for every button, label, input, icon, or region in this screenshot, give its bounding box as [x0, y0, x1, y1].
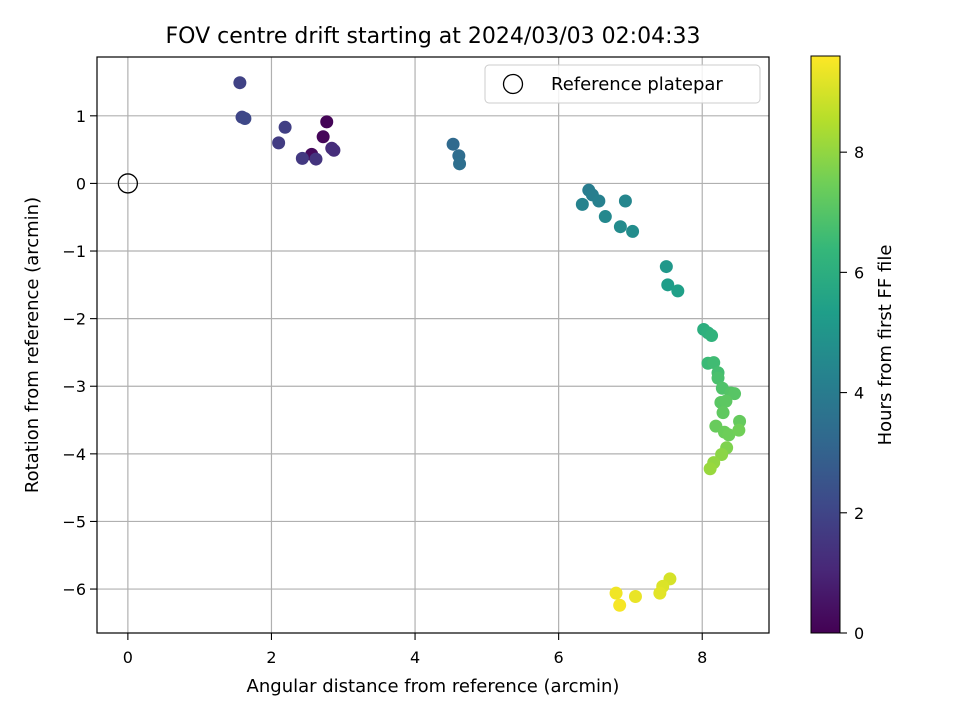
colorbar-frame [810, 55, 841, 634]
data-point [728, 387, 742, 401]
colorbar-label: Hours from first FF file [875, 245, 896, 446]
x-axis-label: Angular distance from reference (arcmin) [247, 676, 620, 697]
data-point [715, 448, 729, 462]
data-point [707, 356, 721, 370]
data-point [711, 371, 725, 385]
legend-marker-icon [502, 73, 524, 95]
y-tick-label: 0 [76, 174, 86, 193]
data-point [722, 428, 736, 442]
data-point [653, 586, 667, 600]
data-point [626, 224, 640, 238]
data-points [233, 76, 747, 612]
data-point [316, 130, 330, 144]
colorbar-tick-label: 0 [854, 624, 864, 643]
legend: Reference platepar [484, 64, 761, 104]
data-point [628, 589, 642, 603]
data-point [272, 136, 286, 150]
grid [97, 57, 769, 633]
data-point [613, 598, 627, 612]
data-point [609, 586, 623, 600]
x-tick-label: 0 [123, 648, 133, 667]
y-tick-label: −1 [62, 242, 86, 261]
data-point [320, 115, 334, 129]
y-tick-label: −2 [62, 310, 86, 329]
data-point [659, 260, 673, 274]
data-point [238, 112, 252, 126]
y-axis-ticks: 1 0 −1 −2 −3 −4 −5 −6 [62, 107, 97, 599]
data-point [592, 194, 606, 208]
data-point [327, 143, 341, 157]
colorbar-tick-label: 4 [854, 384, 864, 403]
y-tick-label: −4 [62, 445, 86, 464]
colorbar-tick-label: 6 [854, 263, 864, 282]
colorbar: 0 2 4 6 8 Hours from first FF file [810, 55, 896, 643]
data-point [705, 329, 719, 343]
x-tick-label: 6 [554, 648, 564, 667]
data-point [278, 120, 292, 134]
legend-label: Reference platepar [551, 74, 723, 95]
data-point [453, 157, 467, 171]
colorbar-ticks: 0 2 4 6 8 [840, 143, 864, 643]
data-point [661, 278, 675, 292]
x-axis-ticks: 0 2 4 6 8 [123, 633, 707, 667]
chart-title: FOV centre drift starting at 2024/03/03 … [166, 24, 701, 49]
data-point [716, 406, 730, 420]
data-point [732, 423, 746, 437]
data-point [309, 152, 323, 166]
y-axis-label: Rotation from reference (arcmin) [22, 197, 43, 493]
colorbar-tick-label: 8 [854, 143, 864, 162]
data-point [719, 394, 733, 408]
data-point [618, 194, 632, 208]
x-tick-label: 2 [266, 648, 276, 667]
plot-frame [96, 56, 770, 634]
y-tick-label: −3 [62, 377, 86, 396]
reference-marker-group [117, 173, 139, 194]
y-tick-label: −5 [62, 512, 86, 531]
y-tick-label: 1 [76, 107, 86, 126]
data-point [703, 462, 717, 476]
x-tick-label: 8 [697, 648, 707, 667]
x-tick-label: 4 [410, 648, 420, 667]
colorbar-gradient [811, 56, 840, 633]
data-point [671, 284, 685, 298]
data-point [598, 210, 612, 224]
data-point [295, 151, 309, 165]
data-point [575, 197, 589, 211]
data-point [233, 76, 247, 90]
reference-marker [117, 173, 139, 194]
y-tick-label: −6 [62, 580, 86, 599]
data-point [446, 137, 460, 151]
data-point [613, 220, 627, 234]
colorbar-tick-label: 2 [854, 504, 864, 523]
legend-box [484, 64, 761, 104]
